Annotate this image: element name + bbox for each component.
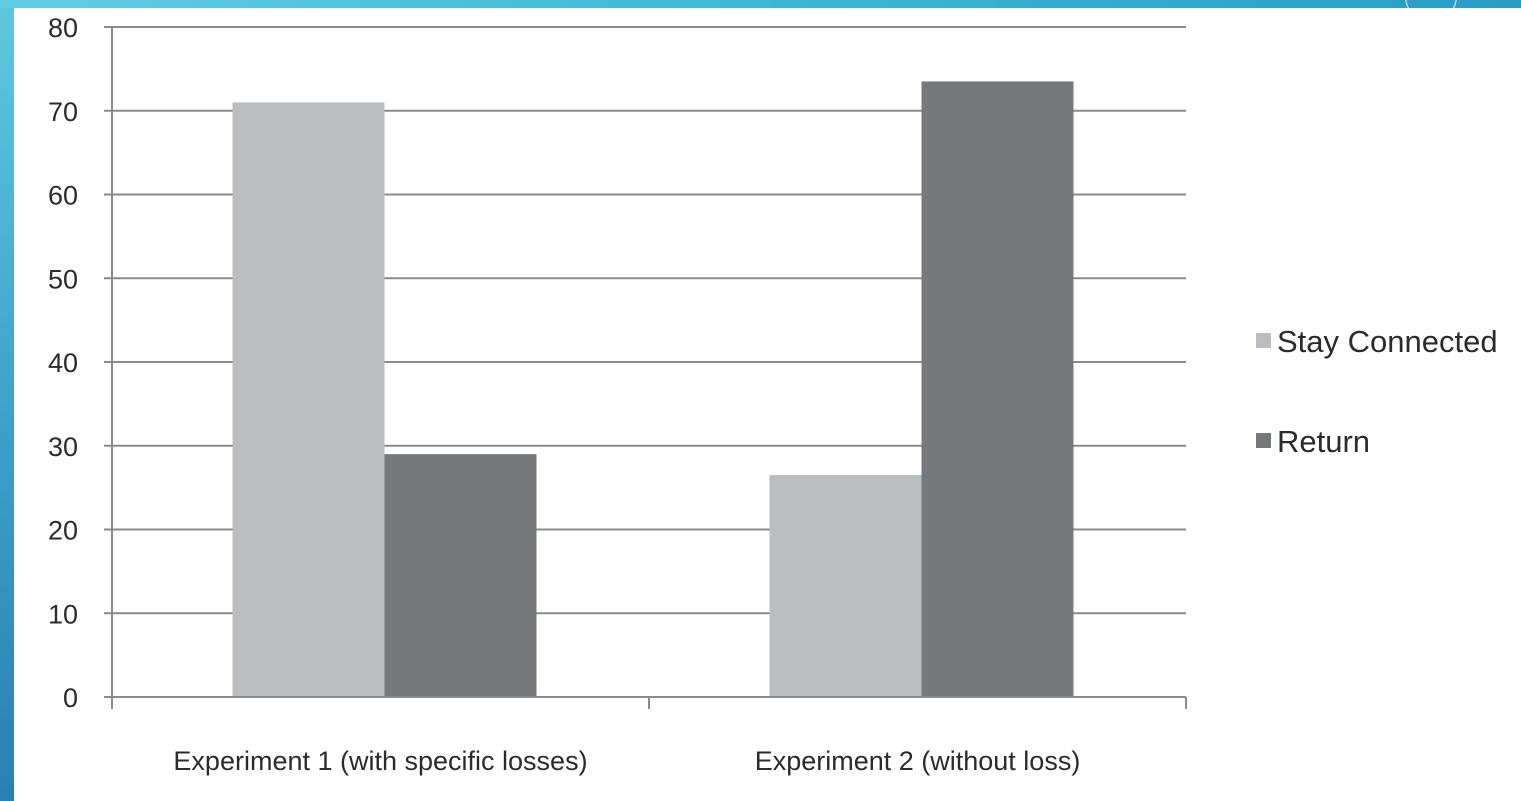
bar xyxy=(769,475,922,697)
bar xyxy=(921,81,1074,697)
legend-label: Stay Connected xyxy=(1277,324,1498,359)
x-tick-labels: Experiment 1 (with specific losses) Exper… xyxy=(173,746,1080,776)
slide-top-strip xyxy=(0,0,1521,8)
y-tick-label: 30 xyxy=(48,432,78,462)
y-tick-label: 70 xyxy=(48,97,78,127)
y-tick-label: 20 xyxy=(48,516,78,546)
bar xyxy=(232,102,385,697)
legend-swatch xyxy=(1256,433,1271,448)
y-tick-labels: 0 10 20 30 40 50 60 70 80 xyxy=(48,13,78,713)
bar xyxy=(384,454,537,697)
legend-swatch xyxy=(1256,333,1271,348)
x-tick-label: Experiment 1 (with specific losses) xyxy=(173,746,587,776)
legend-label: Return xyxy=(1277,424,1370,459)
y-tick-label: 0 xyxy=(63,683,78,713)
y-tick-label: 80 xyxy=(48,13,78,43)
bars xyxy=(232,81,1074,697)
y-tick-label: 10 xyxy=(48,599,78,629)
x-tick-label: Experiment 2 (without loss) xyxy=(755,746,1081,776)
y-tick-label: 60 xyxy=(48,181,78,211)
y-tick-label: 40 xyxy=(48,348,78,378)
legend: Stay Connected Return xyxy=(1256,324,1498,459)
axes xyxy=(104,27,1187,709)
y-tick-label: 50 xyxy=(48,264,78,294)
